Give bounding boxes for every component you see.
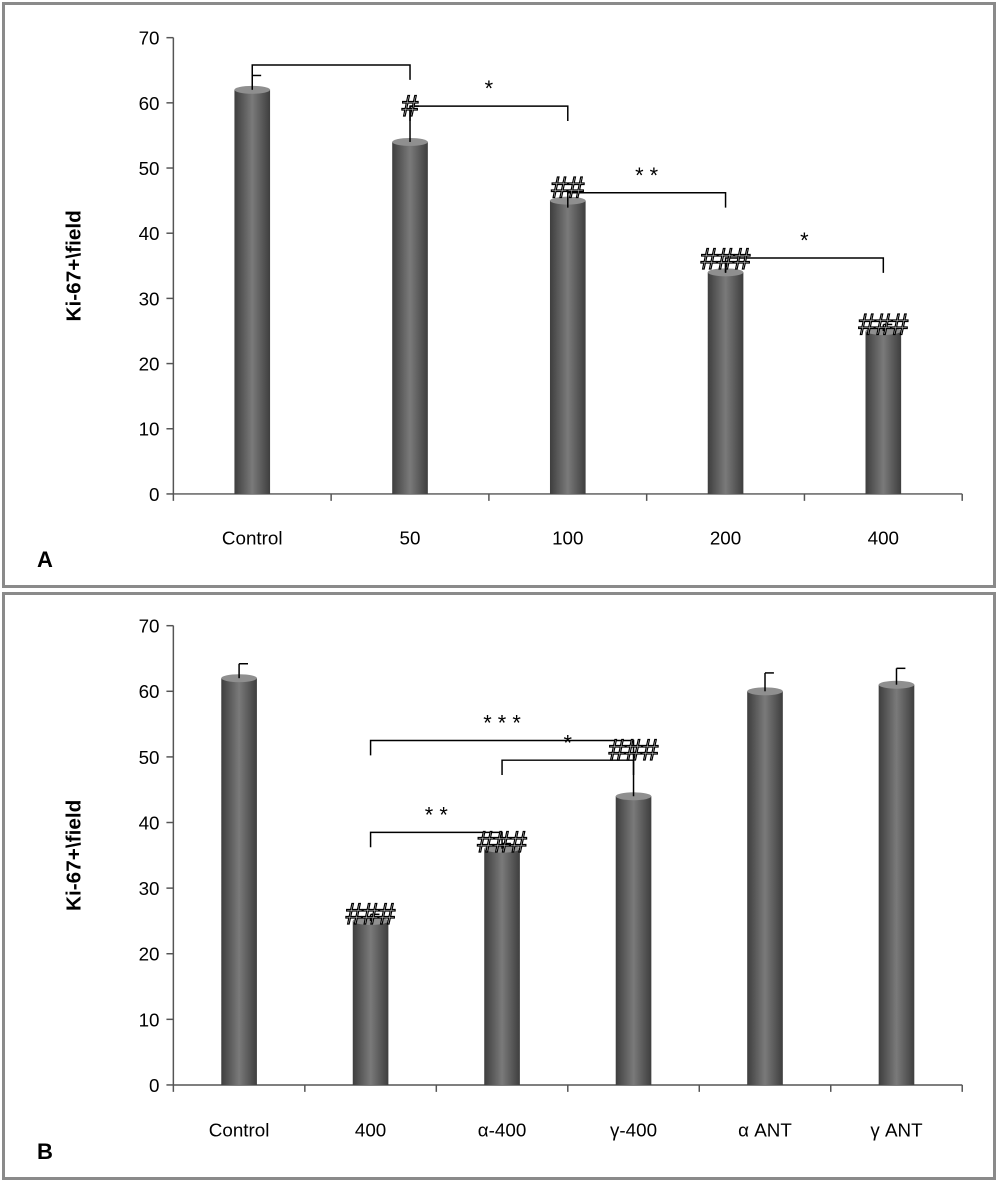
y-axis-label: Ki-67+\field: [62, 800, 85, 911]
panel-label-a: A: [37, 547, 53, 572]
chart-b-svg: 0 10 20 30 40 50 60 70 Ki-67+\field Control 400 α-4…: [62, 616, 963, 1140]
significance-bracket-1: [501, 759, 635, 776]
bar-2: [549, 200, 586, 494]
hash-mark-1: ###: [477, 826, 527, 859]
y-tick-label: 50: [139, 158, 160, 179]
significance-bracket-0: [251, 64, 411, 80]
hash-mark-3: ###: [859, 308, 909, 341]
significance-label-0: * * *: [483, 711, 521, 736]
x-tick-label-1: 400: [355, 1119, 386, 1140]
significance-bracket-2: [567, 192, 727, 208]
hash-mark-0: ###: [346, 898, 396, 931]
significance-label-1: *: [564, 730, 573, 755]
bar-4: [865, 330, 902, 494]
significance-bracket-3: [724, 257, 885, 273]
bar-top-5: [878, 680, 915, 689]
significance-label-2: * *: [635, 163, 659, 188]
bar-4: [747, 691, 783, 1085]
bar-top-0: [221, 674, 257, 683]
y-tick-label: 20: [139, 354, 160, 375]
bar-3: [707, 272, 744, 494]
y-tick-label: 30: [139, 878, 160, 899]
y-tick-label: 60: [139, 681, 160, 702]
chart-a-svg: 0 10 20 30 40 50 60 70 Ki-67+\field Control 50 100 2…: [62, 28, 963, 548]
x-tick-label-4: 400: [868, 527, 899, 548]
y-tick-label: 50: [139, 747, 160, 768]
hash-mark-2: ###: [701, 243, 751, 276]
y-tick-label: 60: [139, 93, 160, 114]
significance-bracket-1: [409, 105, 569, 121]
bar-2: [484, 848, 520, 1085]
y-tick-label: 0: [149, 1075, 159, 1096]
y-tick-label: 70: [139, 28, 160, 49]
significance-label-2: * *: [425, 802, 449, 827]
bar-1: [392, 141, 428, 494]
x-tick-label-2: 100: [552, 527, 583, 548]
bar-3: [615, 796, 652, 1085]
y-axis-label: Ki-67+\field: [62, 210, 85, 321]
y-tick-label: 20: [139, 944, 160, 965]
y-tick-label: 40: [139, 223, 160, 244]
significance-label-3: *: [800, 228, 809, 253]
x-tick-label-3: 200: [710, 527, 741, 548]
hash-mark-1: ##: [551, 171, 585, 204]
x-tick-label-0: Control: [209, 1119, 270, 1140]
y-tick-label: 70: [139, 616, 160, 637]
significance-label-1: *: [485, 76, 494, 101]
chart-panel-a: 0 10 20 30 40 50 60 70 Ki-67+\field Control 50 100 2…: [2, 2, 996, 588]
x-tick-label-0: Control: [222, 527, 283, 548]
bar-top-3: [615, 792, 652, 801]
bar-0: [221, 678, 257, 1085]
y-tick-label: 30: [139, 288, 160, 309]
hash-mark-0: #: [402, 90, 419, 123]
x-tick-label-4: α ANT: [738, 1119, 792, 1140]
chart-panel-b: 0 10 20 30 40 50 60 70 Ki-67+\field Control 400 α-4…: [2, 592, 996, 1180]
y-tick-label: 10: [139, 419, 160, 440]
significance-bracket-2: [369, 831, 503, 848]
significance-bracket-0: [369, 739, 635, 756]
x-tick-label-1: 50: [400, 527, 421, 548]
x-tick-label-5: γ ANT: [870, 1119, 923, 1140]
y-tick-label: 0: [149, 484, 159, 505]
y-tick-label: 40: [139, 812, 160, 833]
bar-0: [234, 89, 271, 494]
x-tick-label-3: γ-400: [610, 1119, 657, 1140]
panel-label-b: B: [37, 1139, 53, 1164]
hash-mark-2: ###: [609, 734, 659, 767]
bar-1: [352, 920, 389, 1085]
y-tick-label: 10: [139, 1009, 160, 1030]
bar-5: [878, 684, 915, 1085]
x-tick-label-2: α-400: [478, 1119, 527, 1140]
